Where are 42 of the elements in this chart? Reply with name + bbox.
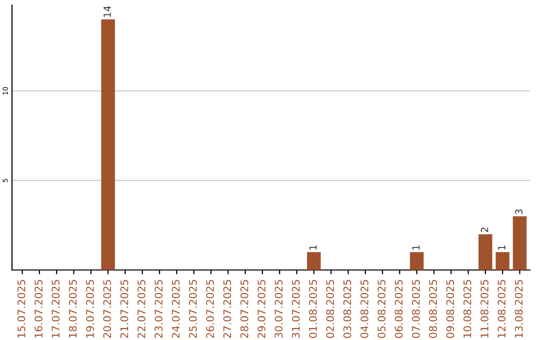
x-tick-label: 30.07.2025 [274, 280, 283, 338]
x-tick-label: 29.07.2025 [258, 280, 266, 338]
x-tick-label: 04.08.2025 [360, 280, 368, 338]
data-label: 1 [412, 245, 420, 250]
x-tick-label: 11.08.2025 [480, 280, 488, 338]
x-tick-label: 12.08.2025 [498, 280, 506, 338]
x-tick-label: 16.07.2025 [34, 280, 42, 338]
x-tick-label: 02.08.2025 [326, 280, 334, 338]
data-label: 2 [480, 228, 488, 232]
data-label: 1 [498, 245, 506, 250]
x-tick-label: 15.07.2025 [17, 280, 26, 338]
x-tick-label: 13.08.2025 [514, 280, 523, 338]
x-tick-label: 01.08.2025 [309, 280, 317, 338]
bar [478, 234, 492, 270]
x-tick-label: 22.07.2025 [138, 280, 146, 338]
bar [512, 216, 527, 270]
x-tick-label: 27.07.2025 [223, 280, 232, 338]
x-tick-label: 24.07.2025 [172, 280, 180, 338]
x-tick-label: 09.08.2025 [446, 280, 454, 338]
x-tick-label: 05.08.2025 [378, 280, 386, 338]
bar [101, 19, 115, 270]
data-label: 14 [104, 6, 111, 17]
x-tick-label: 06.08.2025 [394, 280, 403, 338]
x-tick-label: 26.07.2025 [206, 280, 214, 338]
x-tick-label: 17.07.2025 [52, 280, 60, 338]
x-tick-label: 07.08.2025 [412, 280, 420, 338]
x-tick-label: 23.07.2025 [154, 280, 163, 338]
x-tick-label: 20.07.2025 [103, 280, 112, 338]
data-label: 3 [515, 209, 523, 214]
x-tick-label: 25.07.2025 [188, 280, 197, 338]
x-tick-label: 28.07.2025 [240, 280, 248, 338]
bar [307, 252, 321, 270]
x-tick-label: 21.07.2025 [120, 280, 128, 338]
x-tick-label: 18.07.2025 [68, 280, 77, 338]
x-tick-label: 31.07.2025 [292, 280, 300, 338]
bar [496, 252, 510, 270]
x-tick-label: 10.08.2025 [463, 280, 472, 338]
data-label: 1 [309, 245, 317, 250]
bar [410, 252, 424, 270]
x-tick-label: 08.08.2025 [429, 280, 437, 338]
x-tick-label: 19.07.2025 [86, 280, 94, 338]
x-tick-label: 03.08.2025 [343, 280, 352, 338]
